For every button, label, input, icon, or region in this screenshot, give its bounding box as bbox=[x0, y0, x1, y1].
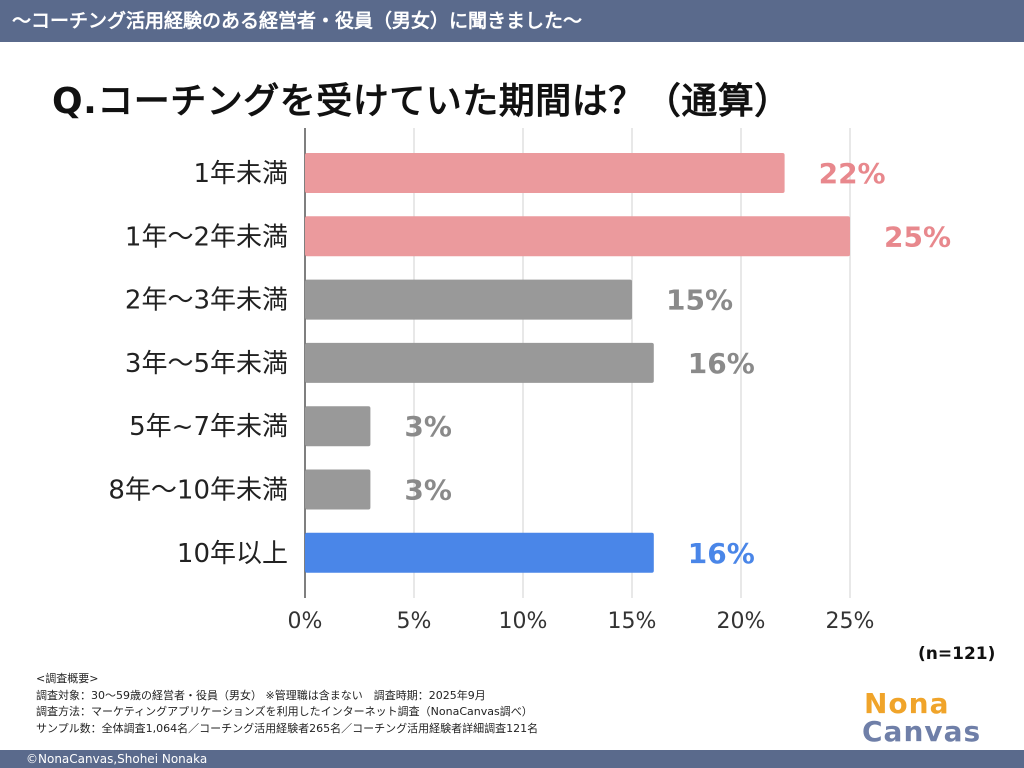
x-tick-label: 15% bbox=[608, 609, 657, 634]
x-tick-label: 10% bbox=[499, 609, 548, 634]
category-label: 5年~7年未満 bbox=[129, 412, 288, 442]
nonacanvas-logo: Nona Canvas bbox=[862, 690, 1012, 746]
category-label: 3年〜5年未満 bbox=[125, 349, 288, 379]
data-label: 16% bbox=[688, 347, 755, 380]
category-label: 1年未満 bbox=[193, 159, 288, 189]
sample-size: (n=121) bbox=[918, 644, 996, 664]
bar bbox=[305, 342, 654, 383]
logo-line-2: Canvas bbox=[862, 715, 982, 748]
bar bbox=[305, 216, 850, 257]
survey-method: 調査方法：マーケティングアプリケーションズを利用したインターネット調査（Nona… bbox=[36, 705, 533, 718]
x-tick-label: 25% bbox=[826, 609, 875, 634]
data-label: 3% bbox=[404, 474, 452, 507]
bar bbox=[305, 469, 371, 510]
data-label: 3% bbox=[404, 410, 452, 443]
bar bbox=[305, 279, 632, 320]
data-label: 22% bbox=[819, 157, 886, 190]
bar bbox=[305, 406, 371, 447]
survey-heading: <調査概要> bbox=[36, 672, 99, 685]
x-tick-label: 5% bbox=[397, 609, 432, 634]
survey-overview: <調査概要> 調査対象：30〜59歳の経営者・役員（男女） ※管理職は含まない … bbox=[36, 671, 538, 737]
data-label: 15% bbox=[666, 284, 733, 317]
survey-target: 調査対象：30〜59歳の経営者・役員（男女） ※管理職は含まない 調査時期：20… bbox=[36, 688, 486, 702]
question-title: Q.コーチングを受けていた期間は？（通算） bbox=[52, 81, 791, 122]
x-tick-label: 20% bbox=[717, 609, 766, 634]
data-label: 25% bbox=[884, 220, 951, 253]
survey-sample: サンプル数：全体調査1,064名／コーチング活用経験者265名／コーチング活用経… bbox=[36, 721, 539, 735]
category-label: 1年〜2年未満 bbox=[125, 222, 288, 252]
copyright-banner: ©NonaCanvas,Shohei Nonaka bbox=[0, 750, 1024, 768]
top-banner: 〜コーチング活用経験のある経営者・役員（男女）に聞きました〜 bbox=[0, 0, 1024, 42]
category-label: 2年〜3年未満 bbox=[125, 286, 288, 316]
bar bbox=[305, 532, 654, 573]
category-label: 10年以上 bbox=[177, 539, 288, 569]
bar bbox=[305, 153, 785, 193]
category-label: 8年〜10年未満 bbox=[108, 476, 288, 506]
x-tick-label: 0% bbox=[288, 609, 323, 634]
data-label: 16% bbox=[688, 537, 755, 570]
logo-line-1: Nona bbox=[864, 687, 950, 720]
